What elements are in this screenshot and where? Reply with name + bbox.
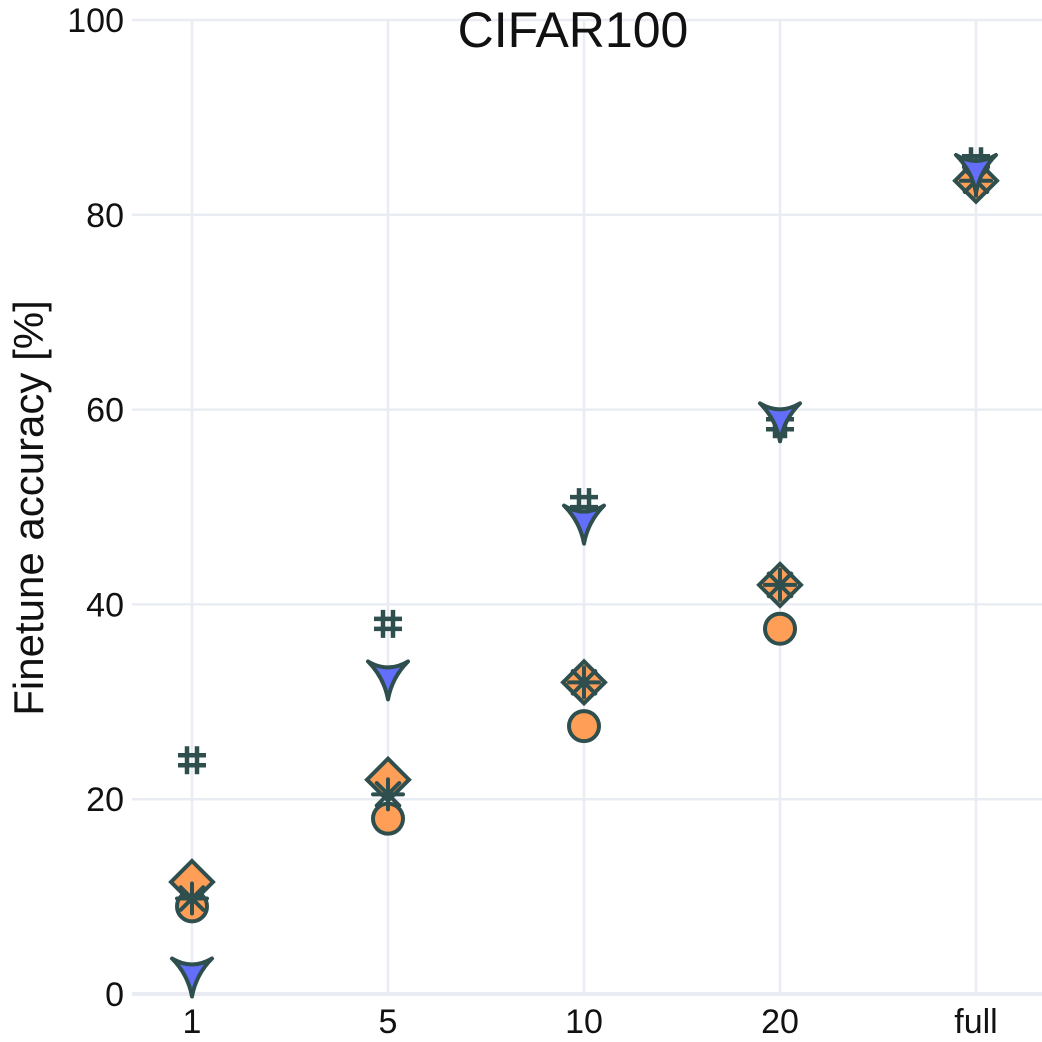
y-tick-label: 0 [105,976,124,1014]
data-point-asterisk [371,777,405,812]
data-point-triangle-down [758,401,802,444]
grid-layer [132,18,1042,996]
y-tick-label: 100 [67,2,124,40]
data-point-circle [567,709,601,744]
data-point-hash [570,488,598,517]
chart-title: CIFAR100 [458,2,689,58]
data-point-triangle-down [366,659,410,702]
x-tick-label: full [954,1003,997,1041]
data-point-triangle-down [954,152,998,195]
data-point-hash [178,746,206,775]
y-axis-title: Finetune accuracy [%] [5,300,52,716]
data-point-asterisk [763,567,797,602]
data-point-triangle-down [170,956,214,999]
x-tick-label: 20 [761,1003,799,1041]
x-tick-label: 5 [379,1003,398,1041]
y-tick-label: 40 [86,586,124,624]
data-point-triangle-down [562,503,606,546]
data-point-asterisk [567,665,601,700]
data-point-hash [374,609,402,638]
x-tick-label: 1 [183,1003,202,1041]
x-tick-label: 10 [565,1003,603,1041]
data-points [168,147,1000,999]
y-tick-label: 60 [86,392,124,430]
data-point-circle [763,611,797,646]
data-point-asterisk [175,881,209,916]
tick-layer: 1 5 10 20 full 0 20 40 60 80 100 [67,2,997,1041]
y-tick-label: 80 [86,197,124,235]
y-tick-label: 20 [86,781,124,819]
